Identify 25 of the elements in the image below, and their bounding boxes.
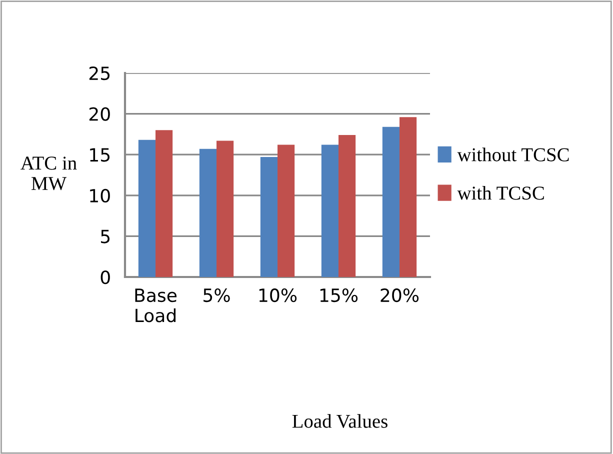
y-tick-label: 25 bbox=[89, 66, 110, 80]
bar bbox=[338, 135, 356, 277]
x-tick-label: 20% bbox=[380, 288, 419, 302]
bar bbox=[321, 144, 338, 277]
bar bbox=[260, 157, 278, 277]
y-tick-label: 0 bbox=[100, 270, 110, 284]
x-tick-label: 5% bbox=[204, 288, 230, 302]
bar bbox=[199, 148, 216, 277]
bar bbox=[382, 126, 400, 277]
y-tick-label: 20 bbox=[89, 107, 110, 121]
bar bbox=[156, 130, 173, 277]
bar bbox=[400, 117, 417, 277]
x-tick-label: 10% bbox=[259, 288, 297, 302]
bar bbox=[138, 140, 156, 277]
y-tick-label: 5 bbox=[101, 230, 110, 244]
y-tick-label: 10 bbox=[90, 188, 110, 203]
legend-label: without TCSC bbox=[457, 148, 569, 162]
y-axis-title: ATC in MW bbox=[20, 156, 77, 190]
x-tick-label: 15% bbox=[320, 288, 358, 302]
bar bbox=[278, 144, 295, 277]
bar bbox=[216, 140, 234, 277]
x-tick-label: Base Load bbox=[135, 288, 177, 322]
legend-label: with TCSC bbox=[457, 186, 544, 200]
y-tick-label: 15 bbox=[90, 148, 110, 162]
x-axis-title: Load Values bbox=[292, 414, 388, 428]
